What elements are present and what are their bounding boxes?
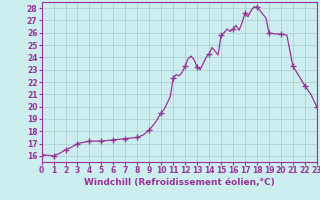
X-axis label: Windchill (Refroidissement éolien,°C): Windchill (Refroidissement éolien,°C) [84, 178, 275, 187]
